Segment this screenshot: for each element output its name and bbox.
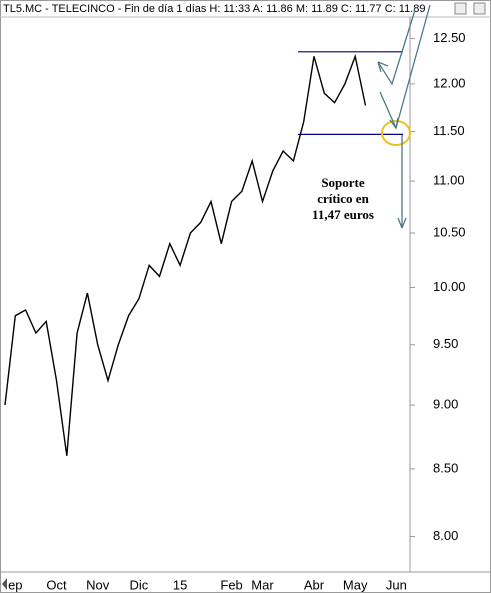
x-tick-label: 15 [173, 577, 187, 592]
annotation: 11,47 euros [312, 207, 374, 222]
y-tick-label: 11.50 [433, 123, 465, 138]
x-tick-label: ep [8, 577, 22, 592]
window-buttons[interactable] [454, 2, 486, 15]
y-tick-label: 8.00 [433, 528, 458, 543]
y-tick-label: 12.50 [433, 30, 466, 45]
x-tick-label: Jun [386, 577, 407, 592]
y-tick-label: 10.50 [433, 224, 466, 239]
y-tick-label: 10.00 [433, 279, 466, 294]
arrows [377, 4, 431, 229]
y-tick-label: 11.00 [433, 172, 465, 187]
price-line [4, 53, 367, 456]
x-tick-label: Feb [220, 577, 242, 592]
highlight-circle [381, 120, 411, 146]
plot-area: 12.50 12.00 11.50 11.00 10.50 10.00 9.50 9.00 8.… [4, 30, 466, 592]
x-tick-label: May [343, 577, 368, 592]
y-tick-label: 9.50 [433, 336, 458, 351]
chart-title: TL5.MC - TELECINCO - Fin de día 1 días H… [3, 3, 426, 15]
y-tick-label: 9.00 [433, 397, 458, 412]
y-tick-label: 12.00 [433, 75, 466, 90]
x-tick-label: Mar [251, 577, 274, 592]
close-button[interactable] [473, 2, 486, 15]
minimize-button[interactable] [454, 2, 467, 15]
annotation: crítico en [317, 191, 369, 206]
x-tick-label: Oct [46, 577, 67, 592]
y-tick-label: 8.50 [433, 460, 458, 475]
x-tick-label: Nov [86, 577, 110, 592]
x-tick-label: Dic [130, 577, 149, 592]
x-tick-label: Abr [304, 577, 325, 592]
scroll-left[interactable] [2, 578, 7, 590]
annotation: Soporte [321, 175, 365, 190]
